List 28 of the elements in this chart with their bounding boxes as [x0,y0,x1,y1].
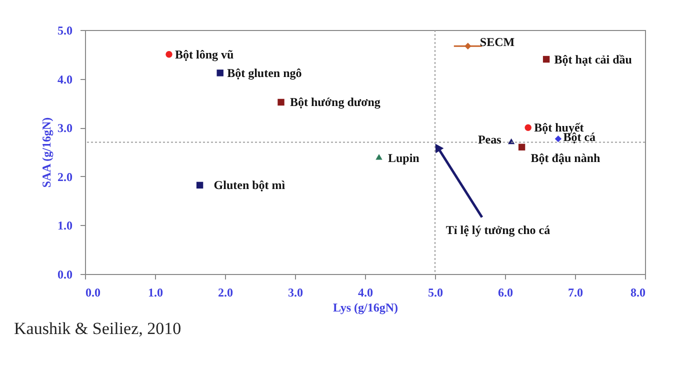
x-tick-label: 5.0 [428,286,443,300]
series-label: Bột đậu nành [530,151,600,166]
series-label: Bột hướng dương [290,95,380,110]
y-tick-label: 5.0 [58,24,72,38]
annotation: Tỉ lệ lý tưởng cho cá [446,223,550,238]
x-tick-label: 3.0 [288,286,303,300]
x-tick-label: 6.0 [498,286,513,300]
series-label: Gluten bột mì [214,178,286,192]
x-tick-label: 2.0 [218,286,233,300]
y-tick-label: 2.0 [58,170,72,184]
y-tick-label: 0.0 [58,268,72,282]
x-tick-label: 8.0 [630,286,646,300]
series-label: Bột lông vũ [175,47,234,62]
series-label: Peas [478,132,502,146]
text: Kaushik & Seiliez, 2010 [14,319,182,339]
x-axis-title: Lys (g/16gN) [332,300,398,314]
x-tick-label: 1.0 [148,286,163,300]
x-tick-label: 4.0 [358,286,373,300]
y-axis-title: SAA (g/16gN) [40,117,54,188]
series-label: Bột gluten ngô [227,66,302,80]
y-tick-label: 4.0 [58,72,72,86]
x-tick-label: 7.0 [568,286,583,300]
series-label: SECM [480,35,515,50]
x-tick-label: 0.0 [86,286,100,300]
series-label: Lupin [388,150,420,165]
y-tick-label: 1.0 [58,218,72,233]
series-label: Bột hạt cải dầu [554,52,632,66]
y-tick-label: 3.0 [58,121,72,136]
